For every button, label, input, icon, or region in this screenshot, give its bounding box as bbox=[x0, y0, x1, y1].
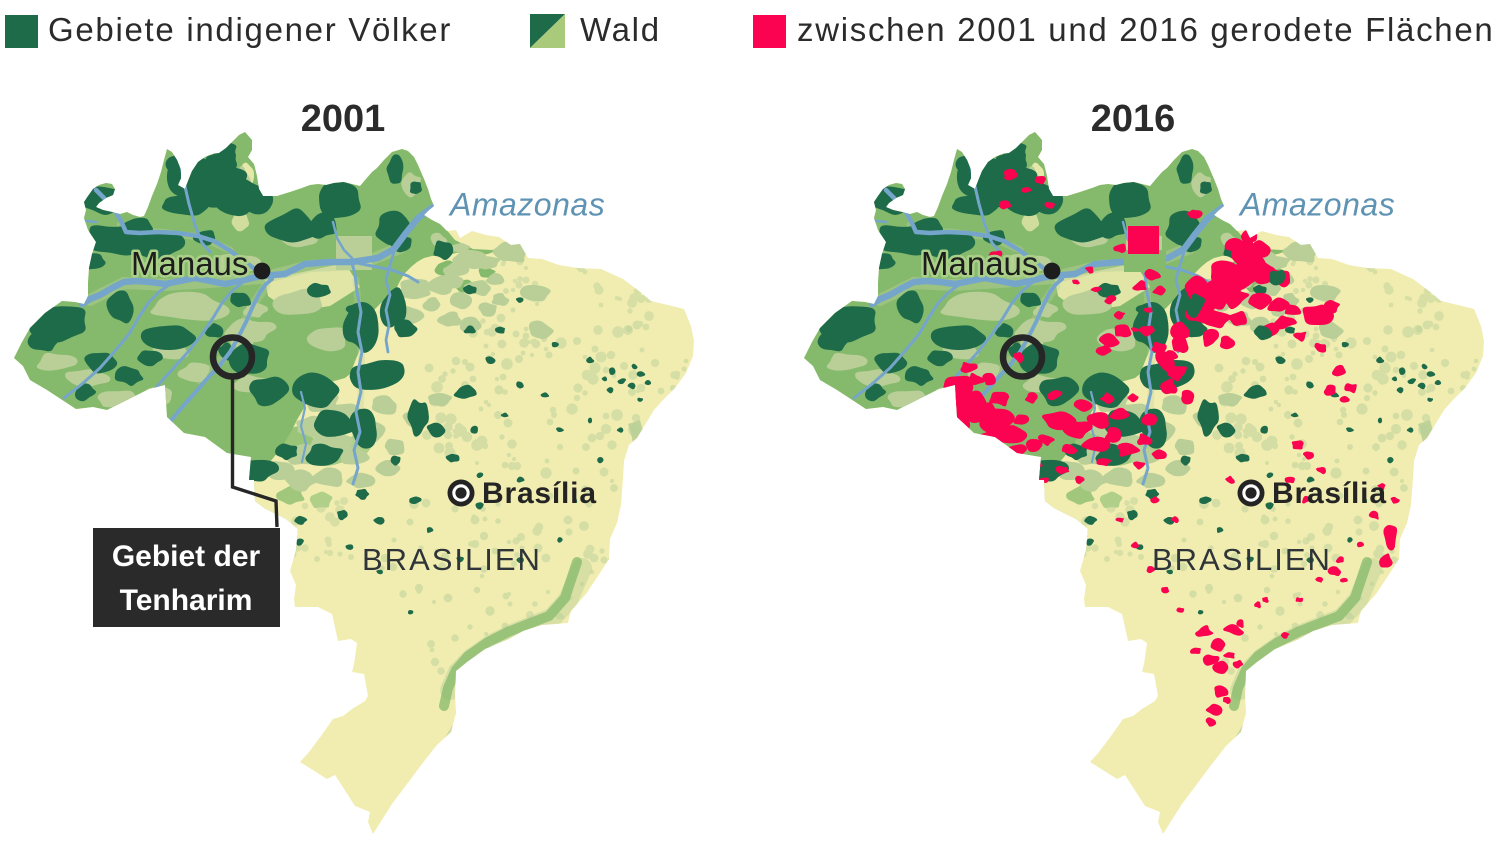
svg-text:Gebiet der: Gebiet der bbox=[112, 540, 261, 573]
svg-text:Brasília: Brasília bbox=[482, 477, 597, 510]
svg-text:Brasília: Brasília bbox=[1272, 477, 1387, 510]
svg-text:Tenharim: Tenharim bbox=[120, 584, 253, 617]
svg-text:BRASILIEN: BRASILIEN bbox=[1152, 542, 1332, 577]
svg-text:zwischen 2001 und 2016 gerodet: zwischen 2001 und 2016 gerodete Flächen bbox=[797, 11, 1494, 48]
svg-text:Manaus: Manaus bbox=[131, 245, 248, 282]
svg-text:Manaus: Manaus bbox=[921, 245, 1038, 282]
svg-text:BRASILIEN: BRASILIEN bbox=[362, 542, 542, 577]
svg-text:2016: 2016 bbox=[1091, 98, 1176, 140]
svg-text:Gebiete indigener Völker: Gebiete indigener Völker bbox=[48, 11, 452, 48]
svg-text:Amazonas: Amazonas bbox=[1238, 187, 1395, 223]
svg-text:Amazonas: Amazonas bbox=[448, 187, 605, 223]
svg-text:2001: 2001 bbox=[301, 98, 386, 140]
svg-text:Wald: Wald bbox=[580, 11, 661, 48]
